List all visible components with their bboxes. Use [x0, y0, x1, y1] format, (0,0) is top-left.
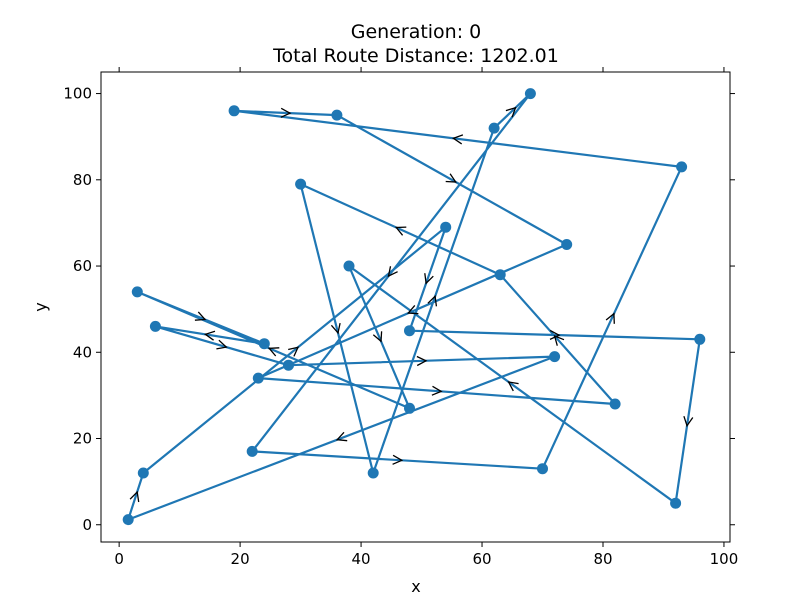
city-point [343, 260, 355, 272]
y-axis-label: y [31, 302, 50, 311]
direction-arrow [203, 330, 216, 341]
direction-arrow [605, 312, 615, 324]
direction-arrow [416, 355, 428, 367]
y-tick-label: 80 [73, 171, 92, 189]
y-tick-label: 60 [73, 257, 92, 275]
direction-arrow [267, 347, 280, 357]
direction-arrow [387, 266, 398, 278]
city-point [404, 325, 415, 337]
x-axis-label: x [411, 577, 420, 596]
city-point [494, 269, 506, 281]
route-lines [127, 92, 701, 521]
direction-arrow [507, 381, 519, 392]
direction-arrow [549, 329, 561, 340]
city-point [367, 467, 379, 479]
city-point [283, 359, 294, 371]
x-tick-label: 20 [231, 550, 250, 568]
plot-frame [100, 71, 731, 543]
city-point [246, 445, 258, 457]
direction-arrow [406, 304, 419, 315]
city-point [524, 88, 536, 100]
direction-arrow [431, 385, 443, 396]
city-point [331, 109, 343, 121]
direction-arrow [330, 322, 341, 335]
y-tick-label: 20 [73, 430, 92, 448]
x-tick-label: 40 [352, 550, 371, 568]
direction-arrow [505, 106, 517, 118]
city-point [252, 372, 264, 384]
chart-subtitle: Total Route Distance: 1202.01 [272, 45, 559, 67]
city-point [228, 105, 240, 117]
city-point [149, 320, 161, 332]
x-tick-label: 0 [114, 550, 124, 568]
city-point [137, 467, 149, 479]
y-tick-label: 40 [73, 343, 92, 361]
x-axis-ticks: 0 20 40 60 80 100 [114, 67, 738, 568]
direction-arrow [392, 454, 404, 465]
direction-arrow [280, 107, 292, 118]
city-point [537, 463, 548, 475]
city-point [676, 161, 688, 173]
city-point [694, 333, 706, 345]
direction-arrows [129, 106, 694, 503]
city-point [561, 239, 573, 250]
city-point [549, 351, 561, 363]
city-point [295, 178, 307, 190]
direction-arrow [194, 311, 207, 321]
city-point [609, 398, 621, 410]
route-line-2 [233, 92, 683, 475]
direction-arrow [129, 490, 140, 503]
direction-arrow [445, 173, 457, 183]
x-tick-label: 100 [710, 550, 739, 568]
x-tick-label: 60 [472, 550, 491, 568]
city-point [258, 338, 270, 350]
city-point [404, 402, 415, 414]
city-point [131, 286, 143, 298]
direction-arrow [451, 134, 464, 145]
direction-arrow [372, 331, 383, 343]
x-tick-label: 80 [593, 550, 612, 568]
city-point [122, 514, 134, 526]
y-axis-ticks: 0 20 40 60 80 100 [63, 85, 735, 534]
y-tick-label: 0 [82, 516, 92, 534]
y-tick-label: 100 [63, 85, 92, 103]
direction-arrow [424, 273, 434, 285]
direction-arrow [216, 339, 228, 350]
direction-arrow [683, 415, 694, 428]
direction-arrow [553, 334, 565, 346]
direction-arrow [394, 226, 407, 236]
direction-arrow [335, 431, 348, 442]
city-points [122, 88, 706, 526]
chart-title: Generation: 0 [351, 21, 482, 43]
direction-arrow [288, 346, 300, 357]
route-line-1 [127, 226, 701, 521]
city-point [440, 221, 452, 233]
city-point [488, 122, 500, 134]
direction-arrow [427, 294, 438, 307]
city-point [670, 497, 682, 509]
